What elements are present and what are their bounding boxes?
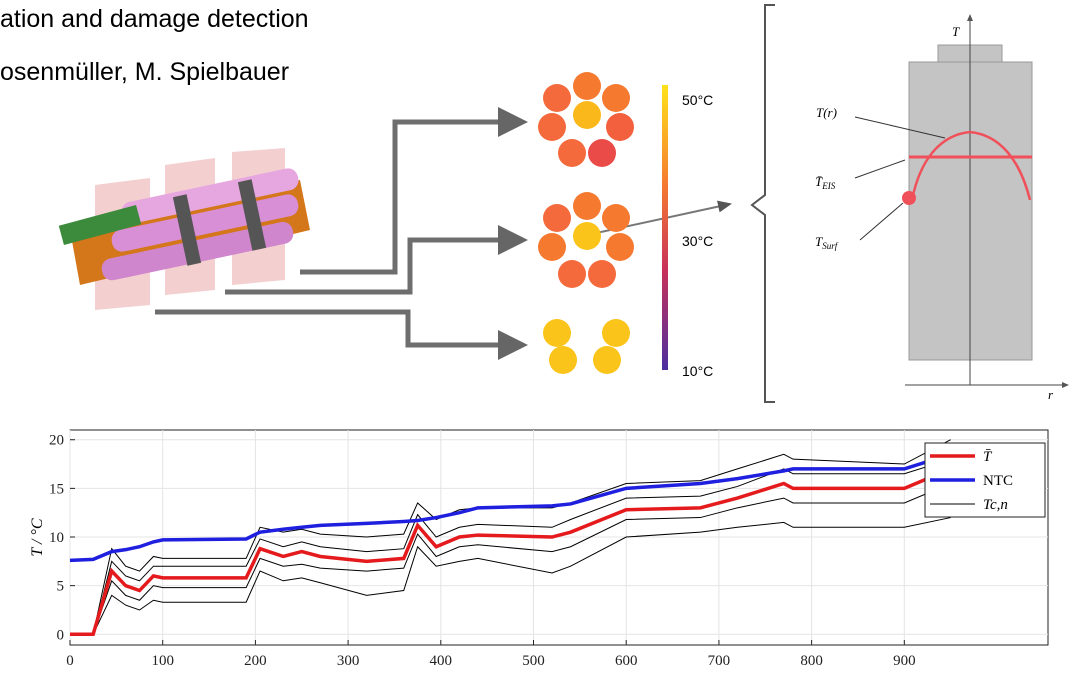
x-tick-label: 0 [66, 653, 74, 669]
annotation: T(r) [816, 105, 837, 120]
annotation: TSurf [815, 234, 839, 251]
x-tick-label: 600 [615, 653, 638, 669]
line [70, 439, 951, 635]
line [70, 483, 951, 635]
y-tick-label: 10 [49, 530, 64, 546]
line [70, 458, 951, 635]
colorbar-label: 10°C [682, 363, 713, 379]
header-line: osenmüller, M. Spielbauer [0, 58, 289, 86]
colorbar-label: 30°C [682, 233, 713, 249]
battery-module [58, 148, 310, 310]
pointer [577, 200, 732, 238]
line [69, 452, 952, 563]
y-tick-label: 15 [49, 481, 64, 497]
y-tick-label: 20 [49, 433, 64, 449]
header-line: ation and damage detection [0, 5, 309, 33]
annotation: T [815, 234, 823, 249]
cell-diagram [854, 14, 1069, 388]
colorbar-label: 50°C [682, 92, 713, 108]
line [70, 467, 952, 637]
y-tick-label: 5 [57, 579, 65, 595]
annotation: T̄EIS [815, 174, 836, 191]
y-tick-label: 0 [57, 627, 65, 643]
cell-circles [538, 72, 634, 374]
line [70, 517, 951, 635]
x-tick-label: 300 [337, 653, 360, 669]
x-tick-label: 400 [430, 653, 453, 669]
chart: 0 100 200 300 400 500 600 700 800 900 0 5 10 15 20 T / … [29, 429, 1049, 669]
annotation-sub: Surf [822, 241, 839, 251]
x-tick-label: 100 [151, 653, 174, 669]
bracket [750, 4, 775, 403]
legend-label: NTC [983, 473, 1013, 489]
x-tick-label: 200 [244, 653, 267, 669]
legend-label: Tc,n [983, 497, 1008, 513]
x-tick-label: 500 [522, 653, 545, 669]
colorbar [662, 85, 668, 370]
x-tick-label: 700 [708, 653, 731, 669]
axis-label: T [952, 24, 960, 39]
annotation-sub: EIS [821, 181, 835, 191]
x-tick-label: 800 [800, 653, 823, 669]
axis-label: r [1048, 387, 1054, 402]
legend-label: T̄ [983, 449, 993, 465]
annotation: T̄ [815, 174, 823, 189]
y-axis-label: T / °C [29, 518, 46, 556]
arrows [155, 107, 528, 360]
x-tick-label: 900 [893, 653, 916, 669]
